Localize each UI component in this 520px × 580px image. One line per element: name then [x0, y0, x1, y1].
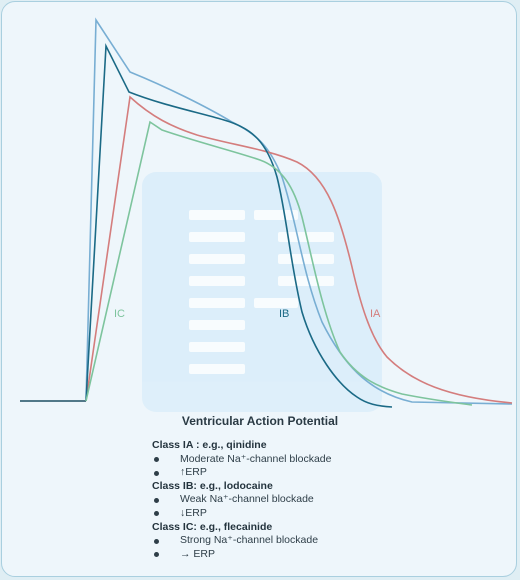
label-ia: IA	[370, 308, 381, 320]
class-ia-bullet: Moderate Na⁺-channel blockade	[152, 453, 331, 467]
diagram-caption: Ventricular Action Potential	[181, 414, 339, 428]
class-notes: Class IA : e.g., qinidine Moderate Na⁺-c…	[152, 439, 331, 561]
action-potential-plot: IC IB IA	[20, 17, 513, 412]
bullet-dot-icon	[154, 457, 159, 463]
bullet-dot-icon	[154, 497, 159, 503]
class-ib-bullet: ↓ERP	[152, 507, 331, 521]
label-ic: IC	[114, 308, 125, 320]
watermark-document-icon	[142, 172, 382, 412]
label-ib: IB	[279, 308, 289, 320]
class-ib-curve	[85, 42, 393, 408]
class-ic-curve	[85, 120, 473, 406]
bullet-dot-icon	[154, 511, 159, 517]
class-ic-bullet: → ERP	[152, 548, 331, 562]
class-ic-title: Class IC: e.g., flecainide	[152, 520, 273, 533]
class-ia-bullet: ↑ERP	[152, 466, 331, 480]
class-ia-title: Class IA : e.g., qinidine	[152, 439, 267, 451]
class-ib-bullet: Weak Na⁺-channel blockade	[152, 493, 331, 507]
class-ib-title: Class IB: e.g., lodocaine	[152, 479, 273, 492]
class-ic-bullet: Strong Na⁺-channel blockade	[152, 534, 331, 548]
bullet-dot-icon	[154, 470, 159, 476]
bullet-dot-icon	[154, 552, 159, 558]
bullet-dot-icon	[154, 538, 159, 544]
class-ia-curve	[85, 95, 513, 404]
